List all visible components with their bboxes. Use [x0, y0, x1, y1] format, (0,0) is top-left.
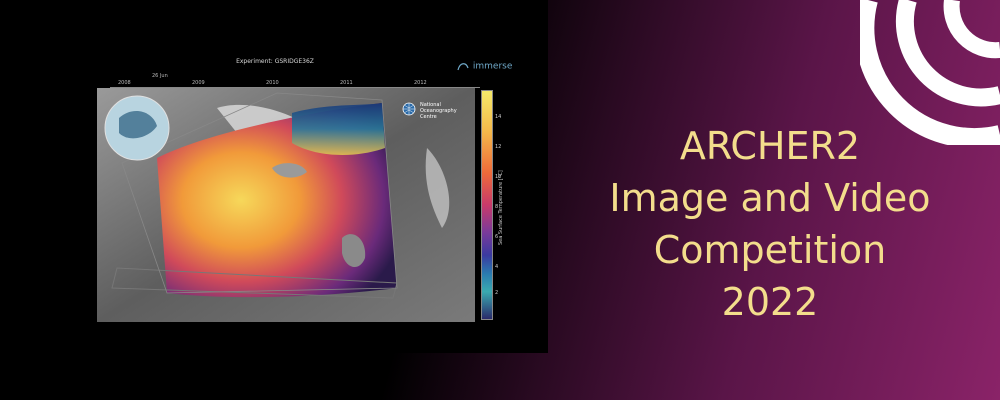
- colorbar-tick: 6: [495, 234, 499, 240]
- colorbar-tick: 2: [495, 290, 499, 296]
- timeline-year: 2008: [118, 80, 131, 86]
- colorbar-tick-labels: 14 12 10 8 6 4 2: [495, 90, 511, 318]
- immerse-logo-text: immerse: [472, 61, 513, 72]
- timeline-year: 2012: [414, 80, 427, 86]
- noc-label: National Oceanography Centre: [420, 102, 470, 120]
- timeline-year: 2009: [192, 80, 205, 86]
- globe-inset-rim: [104, 95, 170, 161]
- timeline-year: 2010: [266, 80, 279, 86]
- globe-icon: [402, 102, 416, 116]
- title-line: Competition: [653, 228, 887, 272]
- iceland: [272, 163, 307, 178]
- colorbar-tick: 4: [495, 264, 499, 270]
- northern-cold-water: [292, 103, 385, 155]
- colorbar-tick: 14: [495, 114, 502, 120]
- title-line: ARCHER2: [679, 124, 861, 168]
- noc-label-line: Centre: [420, 114, 437, 120]
- noc-label-line: Oceanography: [420, 108, 457, 114]
- british-isles: [342, 234, 366, 268]
- competition-title: ARCHER2 Image and Video Competition 2022: [570, 120, 970, 328]
- timeline: 26 Jun 2008 2009 2010 2011 2012: [110, 73, 480, 90]
- temperature-colorbar: [481, 90, 493, 320]
- timeline-year: 2011: [340, 80, 353, 86]
- immerse-logo: immerse: [456, 60, 512, 72]
- colorbar-title: Sea Surface Temperature [°C]: [498, 170, 504, 245]
- domain-outline: [111, 267, 398, 299]
- timeline-line: [110, 87, 480, 88]
- colorbar-tick: 12: [495, 144, 502, 150]
- globe-inset-ocean: [119, 111, 157, 139]
- title-line: 2022: [721, 280, 819, 324]
- scandinavia: [425, 148, 450, 228]
- timeline-marker-label: 26 Jun: [152, 73, 168, 79]
- colorbar-tick: 8: [495, 204, 499, 210]
- noc-logo: National Oceanography Centre: [402, 102, 472, 124]
- title-line: Image and Video: [609, 176, 931, 220]
- domain-boundary: [121, 92, 398, 294]
- concentric-arcs-decoration: [860, 0, 1000, 145]
- colorbar-tick: 10: [495, 174, 502, 180]
- ocean-temperature-map: [97, 88, 475, 322]
- experiment-label: Experiment: GSRIDGE36Z: [236, 58, 314, 65]
- immerse-logo-icon: [457, 63, 469, 71]
- simulation-screenshot: Experiment: GSRIDGE36Z immerse 26 Jun 20…: [0, 0, 548, 353]
- noc-label-line: National: [420, 102, 441, 108]
